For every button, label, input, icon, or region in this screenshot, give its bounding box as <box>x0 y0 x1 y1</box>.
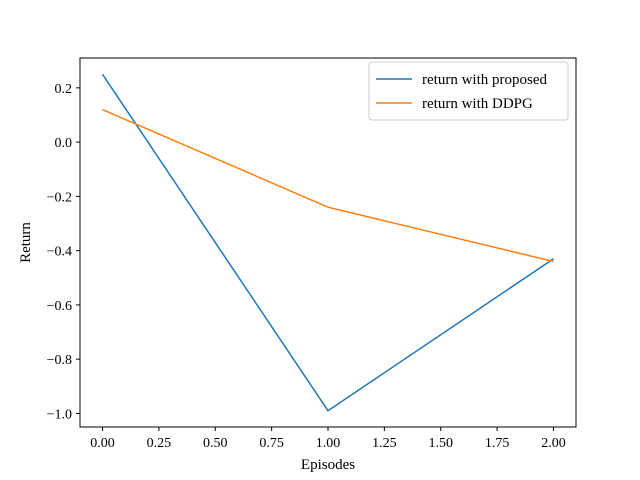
x-tick-label: 1.00 <box>316 436 341 451</box>
x-tick-label: 1.75 <box>485 436 510 451</box>
x-tick-label: 0.75 <box>259 436 284 451</box>
y-tick-label: 0.2 <box>55 82 73 97</box>
y-tick-label: −0.4 <box>47 245 72 260</box>
series-layer <box>101 73 554 412</box>
y-tick-label: −1.0 <box>47 407 72 422</box>
x-tick-label: 2.00 <box>541 436 566 451</box>
legend-label-proposed: return with proposed <box>422 72 547 88</box>
x-tick-label: 0.50 <box>203 436 228 451</box>
x-tick-label: 0.00 <box>90 436 115 451</box>
x-tick-label: 0.25 <box>147 436 172 451</box>
y-tick-label: 0.0 <box>55 136 73 151</box>
series-line-proposed <box>101 73 554 412</box>
legend-label-ddpg: return with DDPG <box>422 96 533 112</box>
y-tick-label: −0.6 <box>47 299 72 314</box>
x-axis-label: Episodes <box>301 457 355 473</box>
series-line-ddpg <box>102 108 554 263</box>
x-tick-label: 1.25 <box>372 436 397 451</box>
ticks-layer: 0.00 0.25 0.50 0.75 1.00 1.25 1.50 1.75 2.00 0.2 0… <box>47 82 566 451</box>
y-axis-label: Return <box>18 222 34 263</box>
y-tick-label: −0.2 <box>47 190 72 205</box>
legend-box <box>368 61 569 121</box>
legend: return with proposed return with DDPG <box>368 61 569 121</box>
x-tick-label: 1.50 <box>428 436 453 451</box>
y-tick-label: −0.8 <box>47 353 72 368</box>
plot-frame <box>79 57 577 428</box>
